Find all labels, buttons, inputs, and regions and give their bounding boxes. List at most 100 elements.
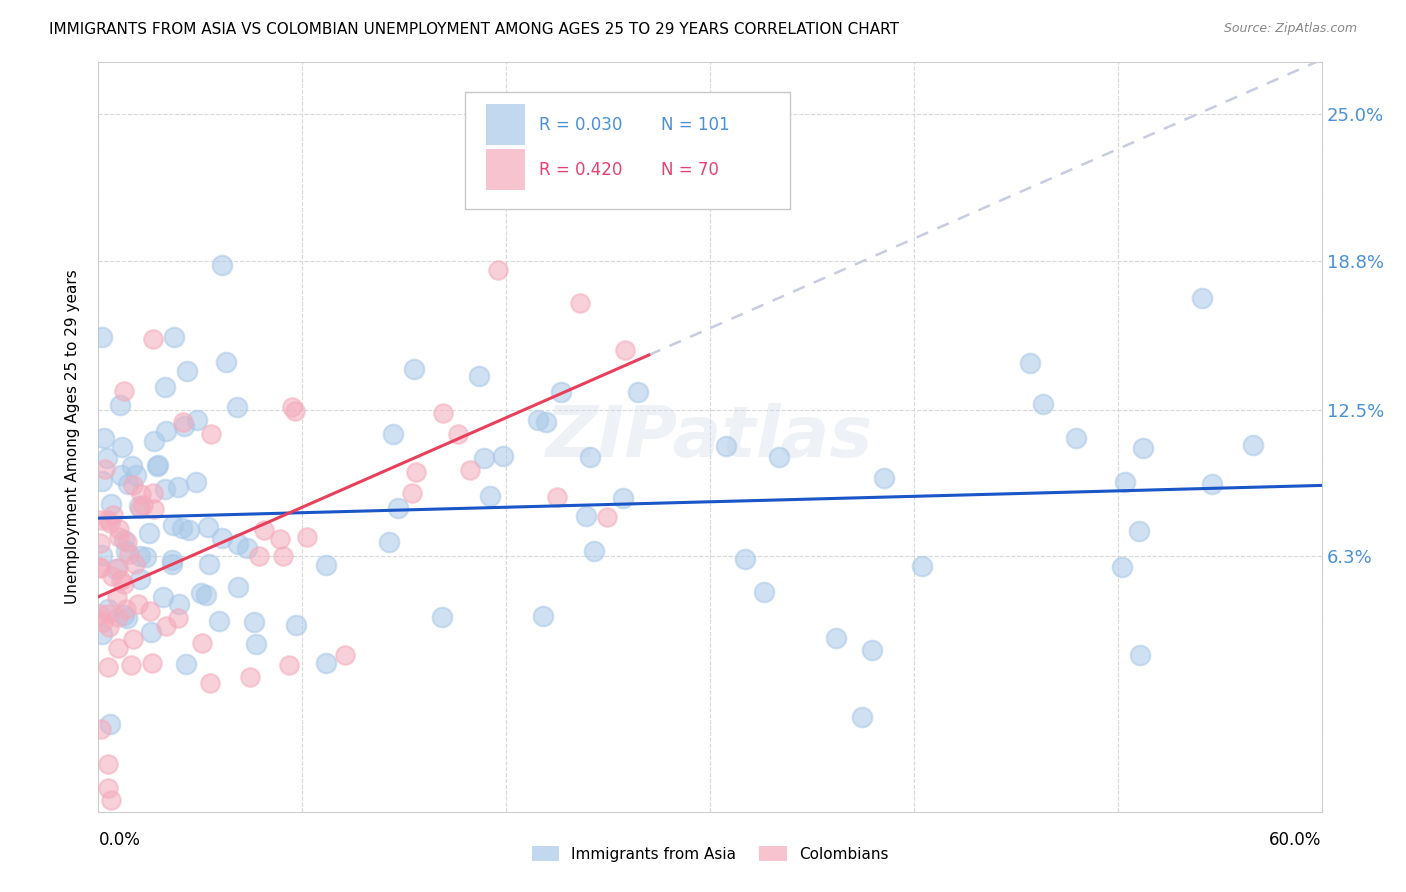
Point <box>215 355 238 369</box>
Point <box>200 426 222 441</box>
Point <box>160 553 183 567</box>
Point <box>118 547 141 561</box>
Point <box>176 657 198 671</box>
Point <box>107 522 129 536</box>
Y-axis label: Unemployment Among Ages 25 to 29 years: Unemployment Among Ages 25 to 29 years <box>65 269 80 605</box>
Point <box>115 602 138 616</box>
Point <box>582 544 605 558</box>
Point <box>108 398 131 412</box>
Point <box>910 559 932 574</box>
Point <box>1114 475 1136 490</box>
Point <box>401 486 423 500</box>
Point <box>225 400 247 414</box>
Point <box>734 552 756 566</box>
Point <box>752 585 775 599</box>
Point <box>89 535 111 549</box>
Point <box>851 710 873 724</box>
Point <box>186 475 208 490</box>
Point <box>714 440 737 454</box>
Point <box>613 343 636 358</box>
Point <box>378 535 401 549</box>
Point <box>100 496 122 510</box>
Point <box>381 427 404 442</box>
Point <box>115 611 138 625</box>
Point <box>447 427 470 442</box>
Point <box>152 590 174 604</box>
Point <box>177 523 200 537</box>
Point <box>97 607 120 622</box>
Point <box>112 533 135 548</box>
Point <box>173 418 195 433</box>
Point <box>131 498 153 512</box>
Point <box>146 458 169 472</box>
Point <box>101 569 124 583</box>
Point <box>129 572 152 586</box>
Point <box>194 588 217 602</box>
Point <box>97 601 120 615</box>
Point <box>100 793 122 807</box>
Point <box>127 597 149 611</box>
Point <box>117 477 139 491</box>
Point <box>107 609 129 624</box>
Point <box>125 467 148 482</box>
Point <box>135 549 157 564</box>
Point <box>160 557 183 571</box>
Point <box>110 440 132 454</box>
Point <box>253 523 276 537</box>
Point <box>527 413 550 427</box>
Point <box>170 521 193 535</box>
Point <box>128 501 150 516</box>
Point <box>90 512 112 526</box>
Point <box>105 590 128 604</box>
Point <box>1201 477 1223 491</box>
Point <box>627 384 650 399</box>
Point <box>112 384 135 399</box>
Point <box>163 330 186 344</box>
Text: N = 70: N = 70 <box>661 161 718 178</box>
Point <box>1019 356 1042 370</box>
Text: IMMIGRANTS FROM ASIA VS COLOMBIAN UNEMPLOYMENT AMONG AGES 25 TO 29 YEARS CORRELA: IMMIGRANTS FROM ASIA VS COLOMBIAN UNEMPL… <box>49 22 900 37</box>
Point <box>124 558 146 572</box>
Point <box>138 603 160 617</box>
Point <box>153 482 176 496</box>
Point <box>155 380 177 394</box>
Point <box>121 477 143 491</box>
Point <box>114 543 136 558</box>
Point <box>129 487 152 501</box>
Point <box>143 434 166 448</box>
Point <box>281 400 304 414</box>
Point <box>103 508 125 522</box>
Point <box>197 519 219 533</box>
Point <box>98 516 121 530</box>
Point <box>236 541 259 555</box>
Point <box>90 722 112 736</box>
Point <box>873 471 896 485</box>
Point <box>89 561 111 575</box>
Point <box>121 632 143 646</box>
Point <box>89 607 111 621</box>
Point <box>277 657 299 672</box>
Point <box>89 560 111 574</box>
Point <box>1128 524 1150 538</box>
Point <box>190 586 212 600</box>
Point <box>128 499 150 513</box>
Point <box>91 627 114 641</box>
Point <box>97 513 120 527</box>
Point <box>141 657 163 671</box>
Point <box>93 431 115 445</box>
Point <box>97 781 120 796</box>
Point <box>228 537 250 551</box>
Point <box>155 424 177 438</box>
Point <box>284 404 307 418</box>
Point <box>110 574 132 588</box>
Point <box>110 468 132 483</box>
Point <box>121 458 143 473</box>
Point <box>245 637 267 651</box>
Point <box>860 643 883 657</box>
Point <box>1032 396 1054 410</box>
Point <box>107 640 129 655</box>
Point <box>579 450 602 465</box>
Point <box>142 502 165 516</box>
Point <box>569 296 592 310</box>
Point <box>612 491 634 506</box>
